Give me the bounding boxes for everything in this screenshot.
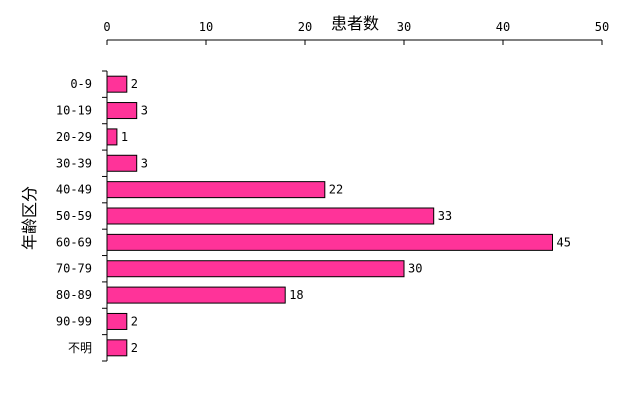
category-label: 90-99: [56, 314, 92, 328]
bar: [106, 312, 128, 330]
category-label: 70-79: [56, 262, 92, 276]
bar: [106, 75, 128, 93]
x-tick-label: 30: [397, 20, 411, 34]
bar: [106, 154, 138, 172]
data-label: 22: [329, 183, 343, 197]
category-label: 20-29: [56, 130, 92, 144]
bar: [106, 286, 286, 304]
category-label: 不明: [68, 341, 92, 355]
x-tick-label: 40: [496, 20, 510, 34]
category-label: 10-19: [56, 104, 92, 118]
data-label: 33: [438, 209, 452, 223]
x-tick-label: 50: [595, 20, 609, 34]
bar: [106, 233, 553, 251]
bar: [106, 128, 118, 146]
data-label: 45: [557, 235, 571, 249]
bar: [106, 260, 405, 278]
category-label: 40-49: [56, 183, 92, 197]
bar: [106, 339, 128, 357]
x-axis-ticks: 0 10 20 30 40 50: [103, 20, 609, 45]
data-label: 3: [141, 104, 148, 118]
x-tick-label: 10: [199, 20, 213, 34]
bar: [106, 102, 138, 120]
category-label: 30-39: [56, 156, 92, 170]
x-tick-label: 0: [103, 20, 110, 34]
data-label: 18: [289, 288, 303, 302]
category-label: 0-9: [70, 77, 92, 91]
bar: [106, 181, 326, 199]
data-label: 2: [131, 341, 138, 355]
bars: [106, 75, 553, 357]
data-label: 2: [131, 314, 138, 328]
y-axis-title: 年齢区分: [20, 186, 39, 250]
bar: [106, 207, 435, 225]
category-label: 80-89: [56, 288, 92, 302]
category-label: 60-69: [56, 235, 92, 249]
data-label: 3: [141, 156, 148, 170]
data-label: 1: [121, 130, 128, 144]
data-label: 30: [408, 262, 422, 276]
x-tick-label: 20: [298, 20, 312, 34]
data-label: 2: [131, 77, 138, 91]
category-label: 50-59: [56, 209, 92, 223]
category-axis: 0-9 10-19 20-29 30-39 40-49 50-59 60-69 70-79 80…: [56, 70, 108, 362]
x-axis-title: 患者数: [331, 14, 379, 33]
